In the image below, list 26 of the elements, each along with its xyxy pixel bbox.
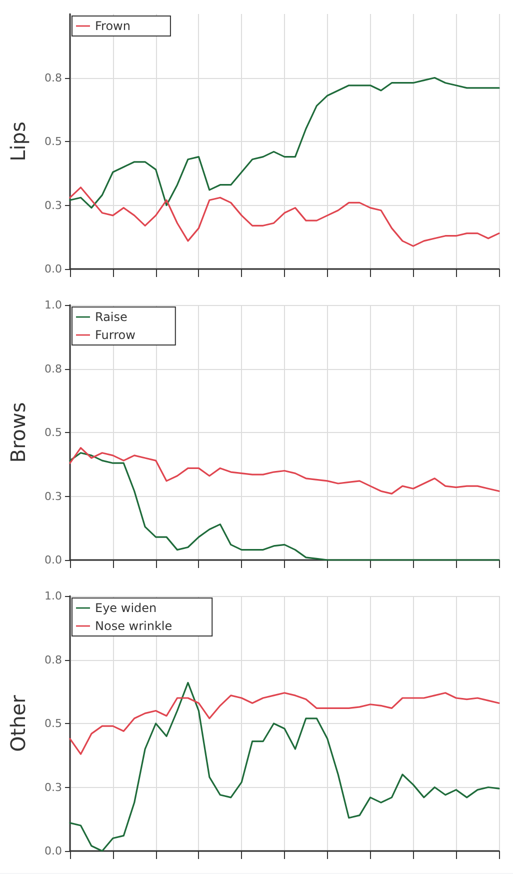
line-series (69, 76, 500, 209)
legend-label: Furrow (95, 328, 136, 342)
legend-label: Raise (95, 310, 128, 324)
y-tick-label: 0.5 (44, 717, 62, 730)
y-tick-label: 0.8 (44, 362, 62, 376)
y-tick-label: 0.8 (44, 653, 62, 666)
y-tick-label: 0.0 (44, 844, 62, 858)
y-tick-label: 0.3 (44, 198, 62, 212)
line-series (69, 447, 500, 494)
y-tick-label: 0.0 (44, 554, 62, 566)
y-tick-label: 0.3 (44, 490, 62, 503)
y-tick-label: 1.0 (44, 590, 62, 602)
y-tick-label: 0.8 (44, 71, 62, 84)
y-axis-title: Other (6, 694, 30, 752)
line-series (69, 186, 500, 247)
y-tick-label: 0.5 (44, 135, 62, 148)
legend-label: Nose wrinkle (95, 619, 172, 633)
legend-label: Frown (95, 19, 130, 33)
y-tick-label: 0.5 (44, 426, 62, 439)
y-tick-label: 0.0 (44, 262, 62, 276)
y-tick-label: 1.0 (44, 298, 62, 312)
legend-label: Eye widen (95, 601, 157, 615)
y-axis-title: Lips (6, 122, 30, 162)
y-tick-label: 0.3 (44, 780, 62, 794)
line-series (69, 692, 500, 755)
y-axis-title: Brows (6, 402, 30, 463)
